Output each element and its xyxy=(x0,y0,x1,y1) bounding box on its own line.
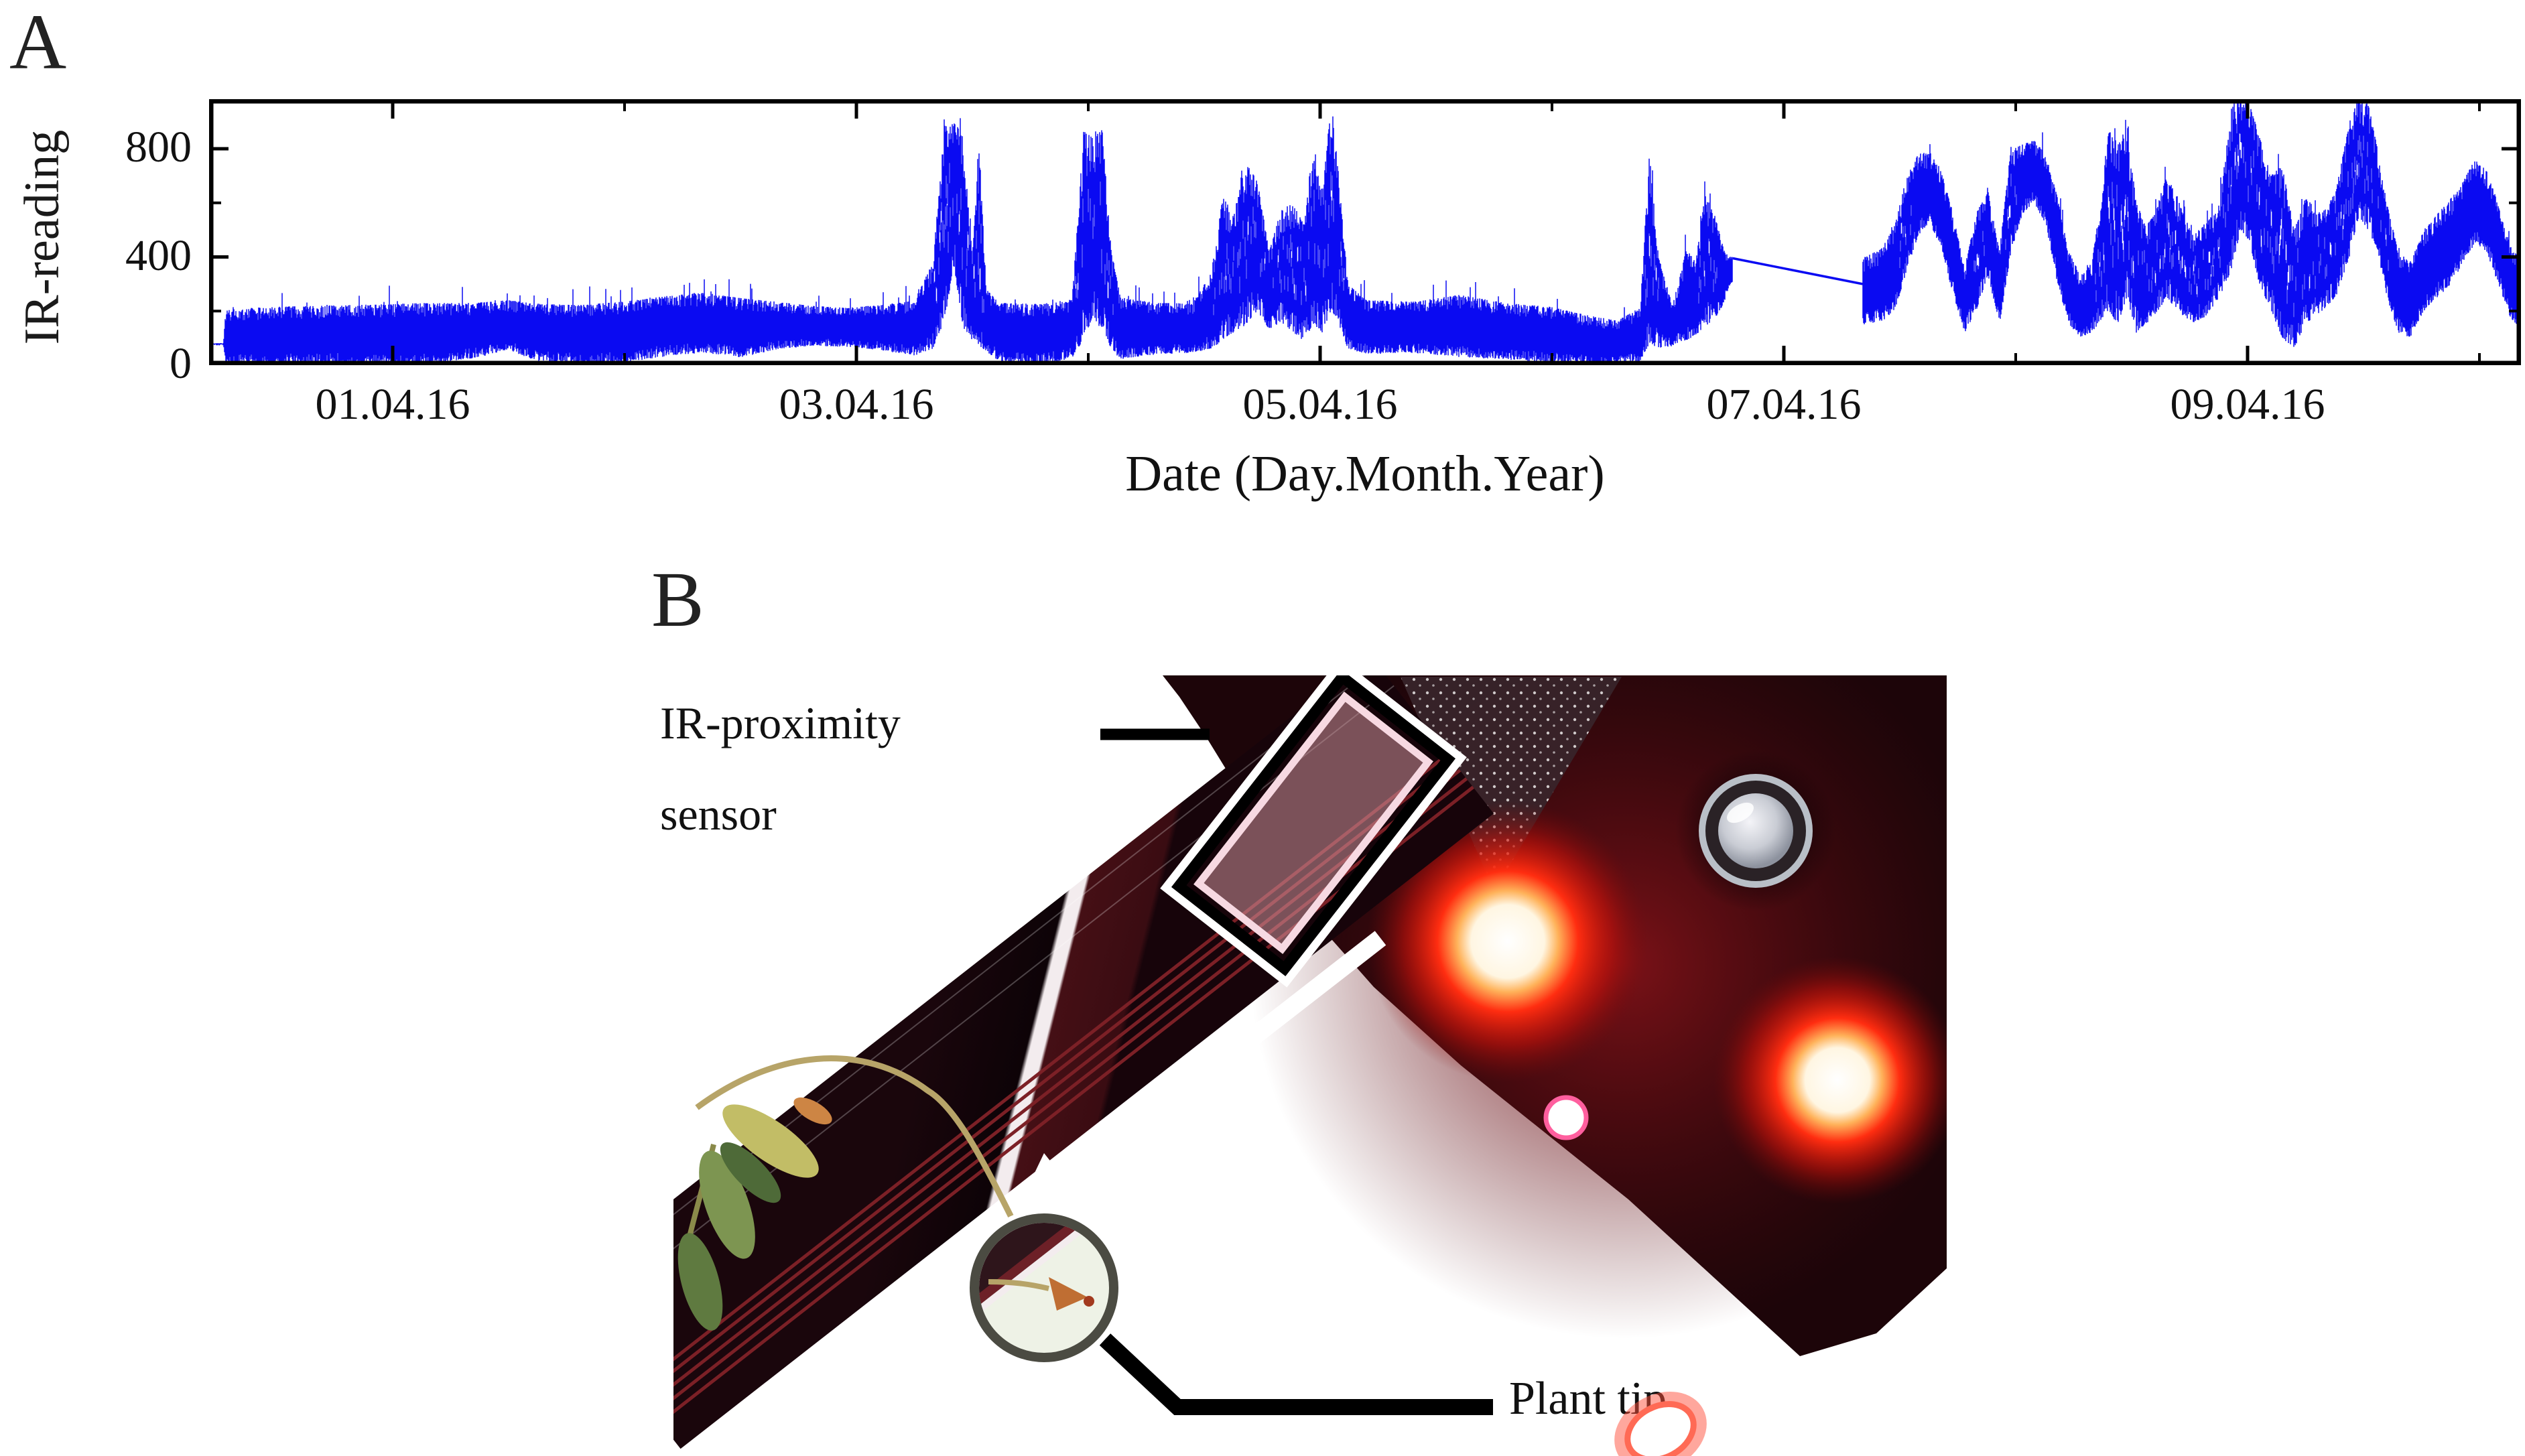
ir-reading-trace xyxy=(210,101,2520,365)
panel-b-label: B xyxy=(651,555,704,643)
x-tick-label: 07.04.16 xyxy=(1706,380,1862,429)
x-tick-label: 09.04.16 xyxy=(2170,380,2325,429)
sensor-highlight-box xyxy=(1160,675,1467,988)
x-tick-label: 01.04.16 xyxy=(315,380,470,429)
plant-photo xyxy=(677,1055,1031,1331)
x-tick-label: 05.04.16 xyxy=(1242,380,1398,429)
pink-led-icon xyxy=(1543,1095,1589,1140)
experiment-photo xyxy=(673,675,1947,1456)
plant-tip-magnifier xyxy=(965,1209,1123,1367)
clear-dome-lens xyxy=(1675,750,1836,911)
panel-a-label: A xyxy=(9,0,67,86)
data-gap-line xyxy=(1732,257,1863,285)
y-tick-label: 400 xyxy=(125,230,192,280)
plant-stem xyxy=(695,1055,1031,1251)
red-led-icon xyxy=(1367,801,1648,1082)
x-axis-title: Date (Day.Month.Year) xyxy=(1125,446,1605,502)
plant-bud xyxy=(793,1097,832,1125)
y-tick-label: 0 xyxy=(170,339,192,388)
plant-leaf xyxy=(722,1104,819,1178)
y-tick-label: 800 xyxy=(125,123,192,172)
plant-leaf xyxy=(699,1150,755,1259)
ir-reading-chart-plot xyxy=(209,99,2521,365)
x-tick-label: 03.04.16 xyxy=(779,380,934,429)
plant-leaf xyxy=(677,1233,723,1331)
mesh-patch xyxy=(1401,677,1622,891)
plot-border xyxy=(209,99,2521,365)
sensor-label-line1: IR-proximity xyxy=(660,698,901,748)
plant-tip-zoomed xyxy=(1049,1277,1088,1311)
bottom-led-icon xyxy=(1614,1392,1707,1456)
robot-device-photo xyxy=(1163,675,1947,1356)
sensor-label-line2: sensor xyxy=(660,789,777,840)
plant-tip-callout-line xyxy=(1099,1333,1493,1415)
red-led-icon xyxy=(1713,956,1947,1204)
direction-arrow-icon xyxy=(1009,931,1386,1228)
